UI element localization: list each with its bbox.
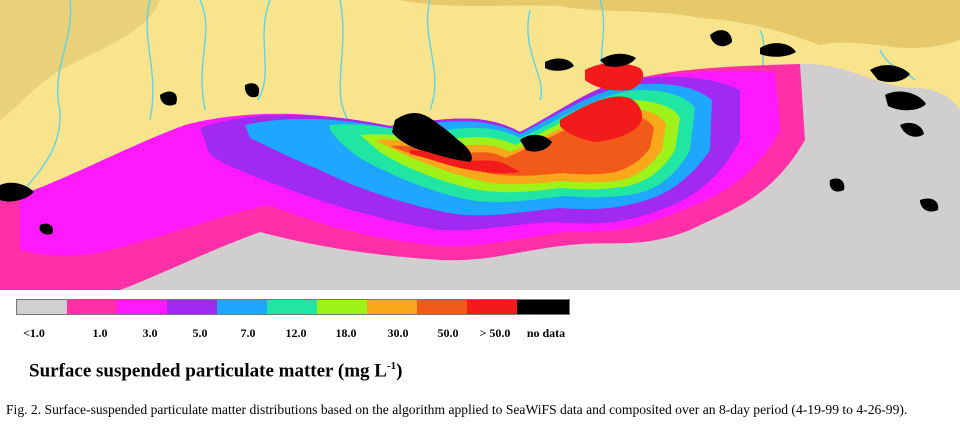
legend-tick-label: 5.0 [192, 326, 208, 340]
legend-swatch [317, 300, 367, 314]
legend-swatch [217, 300, 267, 314]
legend-tick-label: 1.0 [92, 326, 108, 340]
legend-swatch [467, 300, 517, 314]
figure-title: Surface suspended particulate matter (mg… [29, 360, 402, 382]
legend-swatch [67, 300, 117, 314]
legend-tick-label: 12.0 [285, 326, 307, 340]
legend-tick-label: > 50.0 [479, 326, 511, 340]
legend-tick-label: 3.0 [142, 326, 158, 340]
upland-terrain [0, 0, 960, 49]
legend-swatch [517, 300, 569, 314]
legend-tick-label: 30.0 [387, 326, 409, 340]
legend-tick-label: 7.0 [240, 326, 256, 340]
no-data-areas [0, 30, 939, 235]
legend-tick-label: 18.0 [335, 326, 357, 340]
legend-swatch [167, 300, 217, 314]
legend-swatch [417, 300, 467, 314]
title-end: ) [396, 360, 403, 382]
legend-swatch [267, 300, 317, 314]
spm-map [0, 0, 960, 290]
legend-tick-label: 50.0 [437, 326, 459, 340]
legend-swatch [17, 300, 67, 314]
title-superscript: -1 [386, 360, 397, 372]
legend-tick-label: no data [526, 326, 566, 340]
figure-caption: Fig. 2. Surface-suspended particulate ma… [6, 402, 908, 417]
legend-swatch [367, 300, 417, 314]
upland-west [0, 0, 160, 120]
title-main: Surface suspended particulate matter (mg… [29, 360, 387, 382]
plume-band-gt50 [410, 62, 644, 174]
legend-colorbar [16, 299, 570, 315]
legend-swatch [117, 300, 167, 314]
legend-tick-label: <1.0 [23, 326, 45, 340]
